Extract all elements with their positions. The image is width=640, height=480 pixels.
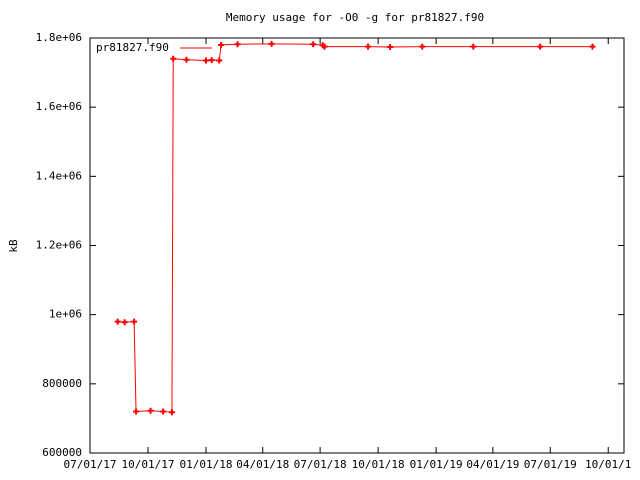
data-point <box>183 56 190 63</box>
x-tick-label: 07/01/17 <box>64 458 117 471</box>
data-point <box>131 318 138 325</box>
y-tick-label: 1.2e+06 <box>36 239 82 252</box>
y-tick-label: 1.6e+06 <box>36 100 82 113</box>
data-point <box>114 318 121 325</box>
y-tick-label: 800000 <box>42 377 82 390</box>
data-point <box>387 43 394 50</box>
data-point <box>160 408 167 415</box>
x-tick-label: 04/01/19 <box>466 458 519 471</box>
data-point <box>310 41 317 48</box>
data-point <box>268 40 275 47</box>
data-point <box>365 43 372 50</box>
data-point <box>537 43 544 50</box>
y-tick-label: 600000 <box>42 446 82 459</box>
plot-frame <box>89 37 625 454</box>
data-point <box>170 55 177 62</box>
x-tick-label: 07/01/19 <box>524 458 577 471</box>
data-point <box>121 319 128 326</box>
data-point <box>419 43 426 50</box>
y-axis-label: kB <box>7 239 20 253</box>
x-tick-label: 01/01/18 <box>180 458 233 471</box>
data-point <box>589 43 596 50</box>
data-line <box>117 43 593 413</box>
data-point <box>234 41 241 48</box>
x-tick-label: 01/01/19 <box>410 458 463 471</box>
y-tick-label: 1.8e+06 <box>36 31 82 44</box>
data-point <box>470 43 477 50</box>
data-point <box>208 57 215 64</box>
data-point <box>133 408 140 415</box>
y-tick-label: 1.4e+06 <box>36 169 82 182</box>
data-point <box>168 409 175 416</box>
x-tick-label: 10/01/17 <box>122 458 175 471</box>
x-tick-label: 10/01/18 <box>352 458 405 471</box>
x-tick-label: 10/01/1 <box>585 458 631 471</box>
data-point <box>216 57 223 64</box>
x-tick-label: 04/01/18 <box>236 458 289 471</box>
data-point <box>203 57 210 64</box>
legend-label: pr81827.f90 <box>96 41 169 54</box>
data-point <box>147 407 154 414</box>
y-tick-label: 1e+06 <box>49 308 82 321</box>
data-point <box>218 41 225 48</box>
x-tick-label: 07/01/18 <box>294 458 347 471</box>
data-point <box>321 43 328 50</box>
chart-title: Memory usage for -O0 -g for pr81827.f90 <box>226 11 484 24</box>
